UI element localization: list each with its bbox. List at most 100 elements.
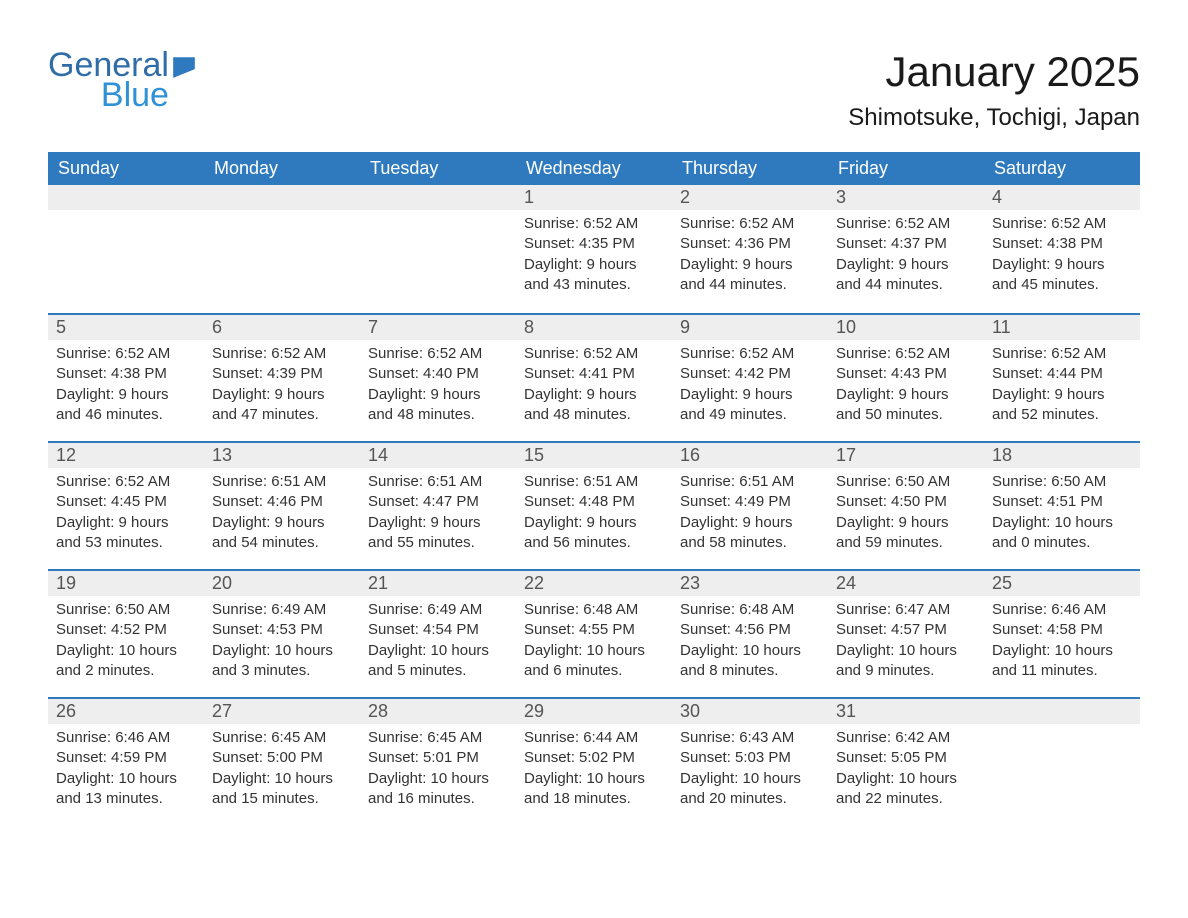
calendar-head: SundayMondayTuesdayWednesdayThursdayFrid… — [48, 152, 1140, 185]
day-number: 1 — [516, 185, 672, 210]
day-number: 19 — [48, 569, 204, 596]
day-data: Sunrise: 6:52 AMSunset: 4:40 PMDaylight:… — [360, 340, 516, 433]
day-number: 8 — [516, 313, 672, 340]
day-data: Sunrise: 6:42 AMSunset: 5:05 PMDaylight:… — [828, 724, 984, 817]
day-number: 10 — [828, 313, 984, 340]
day-data: Sunrise: 6:52 AMSunset: 4:41 PMDaylight:… — [516, 340, 672, 433]
day-data: Sunrise: 6:50 AMSunset: 4:51 PMDaylight:… — [984, 468, 1140, 561]
day-data: Sunrise: 6:44 AMSunset: 5:02 PMDaylight:… — [516, 724, 672, 817]
day-number: 29 — [516, 697, 672, 724]
calendar-day-cell: 18Sunrise: 6:50 AMSunset: 4:51 PMDayligh… — [984, 441, 1140, 569]
calendar-week-row: 26Sunrise: 6:46 AMSunset: 4:59 PMDayligh… — [48, 697, 1140, 825]
day-number: 7 — [360, 313, 516, 340]
calendar-body: 1Sunrise: 6:52 AMSunset: 4:35 PMDaylight… — [48, 185, 1140, 825]
day-number: 12 — [48, 441, 204, 468]
day-number: 2 — [672, 185, 828, 210]
day-data: Sunrise: 6:48 AMSunset: 4:55 PMDaylight:… — [516, 596, 672, 689]
calendar-day-cell: 19Sunrise: 6:50 AMSunset: 4:52 PMDayligh… — [48, 569, 204, 697]
calendar-day-cell: 7Sunrise: 6:52 AMSunset: 4:40 PMDaylight… — [360, 313, 516, 441]
day-number: 30 — [672, 697, 828, 724]
calendar-day-cell: 24Sunrise: 6:47 AMSunset: 4:57 PMDayligh… — [828, 569, 984, 697]
calendar-day-cell: 9Sunrise: 6:52 AMSunset: 4:42 PMDaylight… — [672, 313, 828, 441]
title-block: January 2025 Shimotsuke, Tochigi, Japan — [848, 48, 1140, 146]
day-header: Saturday — [984, 152, 1140, 185]
day-header: Tuesday — [360, 152, 516, 185]
calendar-day-cell: 30Sunrise: 6:43 AMSunset: 5:03 PMDayligh… — [672, 697, 828, 825]
day-data: Sunrise: 6:50 AMSunset: 4:50 PMDaylight:… — [828, 468, 984, 561]
logo: General Blue — [48, 48, 197, 112]
day-number: 26 — [48, 697, 204, 724]
calendar-table: SundayMondayTuesdayWednesdayThursdayFrid… — [48, 152, 1140, 825]
day-data: Sunrise: 6:52 AMSunset: 4:36 PMDaylight:… — [672, 210, 828, 303]
logo-flag-icon — [171, 54, 197, 80]
calendar-week-row: 1Sunrise: 6:52 AMSunset: 4:35 PMDaylight… — [48, 185, 1140, 313]
day-number: 16 — [672, 441, 828, 468]
day-number: 6 — [204, 313, 360, 340]
day-data: Sunrise: 6:52 AMSunset: 4:43 PMDaylight:… — [828, 340, 984, 433]
calendar-day-cell: 21Sunrise: 6:49 AMSunset: 4:54 PMDayligh… — [360, 569, 516, 697]
calendar-day-cell: 3Sunrise: 6:52 AMSunset: 4:37 PMDaylight… — [828, 185, 984, 313]
day-data: Sunrise: 6:45 AMSunset: 5:01 PMDaylight:… — [360, 724, 516, 817]
day-number: 13 — [204, 441, 360, 468]
day-number: 20 — [204, 569, 360, 596]
day-data: Sunrise: 6:49 AMSunset: 4:53 PMDaylight:… — [204, 596, 360, 689]
calendar-day-cell: 23Sunrise: 6:48 AMSunset: 4:56 PMDayligh… — [672, 569, 828, 697]
day-data: Sunrise: 6:52 AMSunset: 4:39 PMDaylight:… — [204, 340, 360, 433]
day-header: Thursday — [672, 152, 828, 185]
day-data: Sunrise: 6:51 AMSunset: 4:47 PMDaylight:… — [360, 468, 516, 561]
day-data: Sunrise: 6:51 AMSunset: 4:48 PMDaylight:… — [516, 468, 672, 561]
header: General Blue January 2025 Shimotsuke, To… — [48, 48, 1140, 146]
day-header: Wednesday — [516, 152, 672, 185]
empty-daynum-bar — [48, 185, 204, 210]
calendar-day-cell: 15Sunrise: 6:51 AMSunset: 4:48 PMDayligh… — [516, 441, 672, 569]
calendar-day-cell: 10Sunrise: 6:52 AMSunset: 4:43 PMDayligh… — [828, 313, 984, 441]
day-number: 3 — [828, 185, 984, 210]
calendar-day-cell: 12Sunrise: 6:52 AMSunset: 4:45 PMDayligh… — [48, 441, 204, 569]
logo-text: General Blue — [48, 48, 169, 112]
day-data: Sunrise: 6:43 AMSunset: 5:03 PMDaylight:… — [672, 724, 828, 817]
day-number: 18 — [984, 441, 1140, 468]
empty-daynum-bar — [360, 185, 516, 210]
day-number: 21 — [360, 569, 516, 596]
day-data: Sunrise: 6:51 AMSunset: 4:46 PMDaylight:… — [204, 468, 360, 561]
day-data: Sunrise: 6:46 AMSunset: 4:58 PMDaylight:… — [984, 596, 1140, 689]
calendar-empty-cell — [984, 697, 1140, 825]
calendar-day-cell: 6Sunrise: 6:52 AMSunset: 4:39 PMDaylight… — [204, 313, 360, 441]
day-number: 22 — [516, 569, 672, 596]
day-number: 11 — [984, 313, 1140, 340]
calendar-day-cell: 22Sunrise: 6:48 AMSunset: 4:55 PMDayligh… — [516, 569, 672, 697]
calendar-day-cell: 2Sunrise: 6:52 AMSunset: 4:36 PMDaylight… — [672, 185, 828, 313]
calendar-day-cell: 14Sunrise: 6:51 AMSunset: 4:47 PMDayligh… — [360, 441, 516, 569]
day-header-row: SundayMondayTuesdayWednesdayThursdayFrid… — [48, 152, 1140, 185]
day-data: Sunrise: 6:50 AMSunset: 4:52 PMDaylight:… — [48, 596, 204, 689]
day-number: 31 — [828, 697, 984, 724]
calendar-day-cell: 16Sunrise: 6:51 AMSunset: 4:49 PMDayligh… — [672, 441, 828, 569]
day-number: 14 — [360, 441, 516, 468]
calendar-day-cell: 27Sunrise: 6:45 AMSunset: 5:00 PMDayligh… — [204, 697, 360, 825]
day-data: Sunrise: 6:46 AMSunset: 4:59 PMDaylight:… — [48, 724, 204, 817]
day-data: Sunrise: 6:52 AMSunset: 4:38 PMDaylight:… — [984, 210, 1140, 303]
day-data: Sunrise: 6:45 AMSunset: 5:00 PMDaylight:… — [204, 724, 360, 817]
calendar-day-cell: 1Sunrise: 6:52 AMSunset: 4:35 PMDaylight… — [516, 185, 672, 313]
day-data: Sunrise: 6:52 AMSunset: 4:44 PMDaylight:… — [984, 340, 1140, 433]
calendar-day-cell: 26Sunrise: 6:46 AMSunset: 4:59 PMDayligh… — [48, 697, 204, 825]
day-number: 17 — [828, 441, 984, 468]
day-number: 23 — [672, 569, 828, 596]
day-data: Sunrise: 6:52 AMSunset: 4:38 PMDaylight:… — [48, 340, 204, 433]
calendar-empty-cell — [360, 185, 516, 313]
day-data: Sunrise: 6:52 AMSunset: 4:35 PMDaylight:… — [516, 210, 672, 303]
calendar-day-cell: 29Sunrise: 6:44 AMSunset: 5:02 PMDayligh… — [516, 697, 672, 825]
calendar-empty-cell — [48, 185, 204, 313]
empty-daynum-bar — [204, 185, 360, 210]
calendar-day-cell: 13Sunrise: 6:51 AMSunset: 4:46 PMDayligh… — [204, 441, 360, 569]
calendar-day-cell: 25Sunrise: 6:46 AMSunset: 4:58 PMDayligh… — [984, 569, 1140, 697]
day-data: Sunrise: 6:48 AMSunset: 4:56 PMDaylight:… — [672, 596, 828, 689]
calendar-day-cell: 8Sunrise: 6:52 AMSunset: 4:41 PMDaylight… — [516, 313, 672, 441]
calendar-empty-cell — [204, 185, 360, 313]
month-title: January 2025 — [848, 48, 1140, 96]
day-header: Sunday — [48, 152, 204, 185]
day-number: 27 — [204, 697, 360, 724]
calendar-day-cell: 5Sunrise: 6:52 AMSunset: 4:38 PMDaylight… — [48, 313, 204, 441]
day-number: 9 — [672, 313, 828, 340]
location: Shimotsuke, Tochigi, Japan — [848, 104, 1140, 132]
